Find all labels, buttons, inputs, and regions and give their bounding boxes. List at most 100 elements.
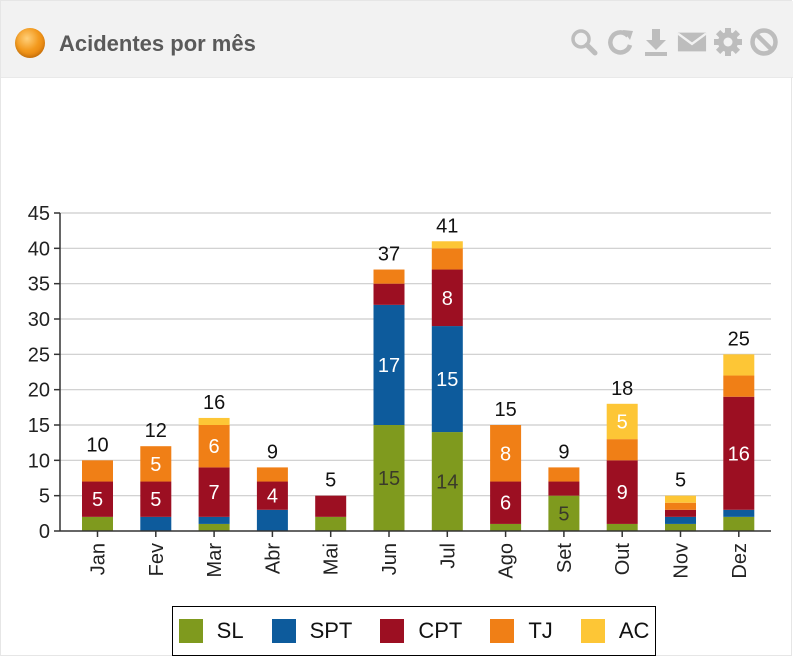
bar-segment-tj-jul[interactable] — [431, 248, 463, 270]
bar-segment-tj-jun[interactable] — [373, 269, 405, 284]
segment-label: 5 — [558, 503, 569, 525]
legend-item-tj[interactable]: TJ — [490, 618, 553, 644]
bar-segment-tj-fev[interactable] — [140, 446, 172, 482]
x-tick-label: Jun — [379, 543, 401, 575]
bar-segment-sl-nov[interactable] — [665, 523, 696, 531]
segment-label: 15 — [378, 468, 400, 490]
segment-label: 17 — [378, 355, 400, 377]
segment-label: 8 — [500, 443, 511, 465]
bar-segment-tj-dez[interactable] — [723, 375, 755, 397]
total-label: 15 — [494, 399, 516, 421]
bar-segment-spt-jul[interactable] — [431, 326, 463, 433]
x-tick-label: Fev — [146, 543, 168, 576]
legend-label: SL — [216, 618, 244, 643]
bar-segment-cpt-jan[interactable] — [82, 481, 113, 517]
y-tick-label: 35 — [28, 274, 50, 296]
y-tick-label: 25 — [28, 344, 50, 366]
bar-segment-tj-out[interactable] — [606, 439, 638, 461]
bar-segment-ac-dez[interactable] — [723, 354, 755, 376]
legend-item-sl[interactable]: SL — [178, 618, 244, 644]
y-tick-label: 10 — [28, 450, 50, 472]
bar-segment-spt-nov[interactable] — [665, 516, 696, 524]
y-tick-label: 5 — [39, 486, 50, 508]
legend-item-spt[interactable]: SPT — [271, 618, 353, 644]
bar-segment-spt-jun[interactable] — [373, 304, 405, 425]
bar-segment-sl-dez[interactable] — [723, 516, 755, 531]
y-tick-label: 45 — [28, 203, 50, 225]
bar-segment-cpt-jun[interactable] — [373, 283, 405, 305]
legend-swatch — [490, 619, 515, 643]
bar-segment-cpt-ago[interactable] — [490, 481, 522, 524]
mail-icon[interactable] — [677, 27, 707, 57]
y-tick-label: 15 — [28, 415, 50, 437]
bar-segment-sl-ago[interactable] — [490, 523, 522, 531]
bar-segment-cpt-mai[interactable] — [315, 495, 347, 517]
bar-segment-cpt-dez[interactable] — [723, 396, 755, 510]
total-label: 9 — [558, 441, 569, 463]
segment-label: 15 — [436, 369, 458, 391]
bar-segment-tj-ago[interactable] — [490, 425, 522, 482]
segment-label: 16 — [728, 443, 750, 465]
legend-label: SPT — [309, 618, 353, 643]
segment-label: 8 — [442, 288, 453, 310]
segment-label: 5 — [92, 489, 103, 511]
segment-label: 6 — [500, 493, 511, 515]
bar-segment-sl-mar[interactable] — [198, 523, 230, 531]
legend-swatch — [271, 619, 296, 643]
x-tick-label: Dez — [729, 543, 751, 579]
x-tick-label: Ago — [496, 543, 518, 579]
bar-segment-cpt-nov[interactable] — [665, 509, 696, 517]
refresh-icon[interactable] — [605, 27, 635, 57]
bar-segment-ac-nov[interactable] — [665, 495, 696, 503]
bar-segment-ac-mar[interactable] — [198, 417, 230, 425]
total-label: 41 — [436, 215, 458, 237]
x-tick-label: Jul — [437, 543, 459, 569]
bar-segment-sl-out[interactable] — [606, 523, 638, 531]
y-tick-label: 0 — [39, 521, 50, 543]
bar-segment-cpt-mar[interactable] — [198, 467, 230, 517]
bar-segment-sl-jun[interactable] — [373, 425, 405, 531]
close-icon[interactable] — [749, 27, 779, 57]
x-tick-label: Set — [554, 543, 576, 573]
bar-segment-tj-set[interactable] — [548, 467, 580, 482]
segment-label: 7 — [209, 482, 220, 504]
bar-segment-sl-mai[interactable] — [315, 516, 347, 531]
bar-segment-tj-jan[interactable] — [82, 460, 113, 482]
x-tick-label: Out — [612, 543, 634, 576]
x-tick-label: Nov — [671, 543, 693, 579]
bar-segment-sl-jan[interactable] — [82, 516, 113, 531]
bar-segment-sl-jul[interactable] — [431, 432, 463, 531]
bar-segment-ac-jul[interactable] — [431, 241, 463, 249]
panel-header: Acidentes por mês — [1, 1, 793, 78]
bar-segment-ac-out[interactable] — [606, 403, 638, 440]
bar-segment-tj-abr[interactable] — [256, 467, 288, 482]
legend-swatch — [178, 619, 203, 643]
total-label: 16 — [203, 392, 225, 414]
bar-segment-sl-set[interactable] — [548, 495, 580, 531]
bar-segment-spt-dez[interactable] — [723, 509, 755, 517]
legend-item-cpt[interactable]: CPT — [380, 618, 462, 644]
x-tick-label: Mai — [321, 543, 343, 575]
bar-segment-cpt-out[interactable] — [606, 460, 638, 524]
total-label: 5 — [675, 470, 686, 492]
bar-segment-tj-nov[interactable] — [665, 502, 696, 510]
segment-label: 6 — [209, 436, 220, 458]
settings-icon[interactable] — [713, 27, 743, 57]
bar-segment-spt-abr[interactable] — [256, 509, 288, 531]
y-tick-label: 30 — [28, 309, 50, 331]
x-tick-label: Jan — [88, 543, 110, 575]
total-label: 10 — [86, 434, 108, 456]
bar-segment-tj-mar[interactable] — [198, 425, 230, 468]
bar-segment-spt-fev[interactable] — [140, 516, 172, 531]
legend-item-ac[interactable]: AC — [580, 618, 649, 644]
bar-segment-cpt-fev[interactable] — [140, 481, 172, 517]
bar-segment-spt-mar[interactable] — [198, 516, 230, 524]
bar-segment-cpt-jul[interactable] — [431, 269, 463, 327]
zoom-icon[interactable] — [569, 27, 599, 57]
bar-segment-cpt-abr[interactable] — [256, 481, 288, 510]
download-icon[interactable] — [641, 27, 671, 57]
x-tick-label: Abr — [262, 543, 284, 574]
bar-segment-cpt-set[interactable] — [548, 481, 580, 496]
segment-label: 14 — [436, 472, 458, 494]
